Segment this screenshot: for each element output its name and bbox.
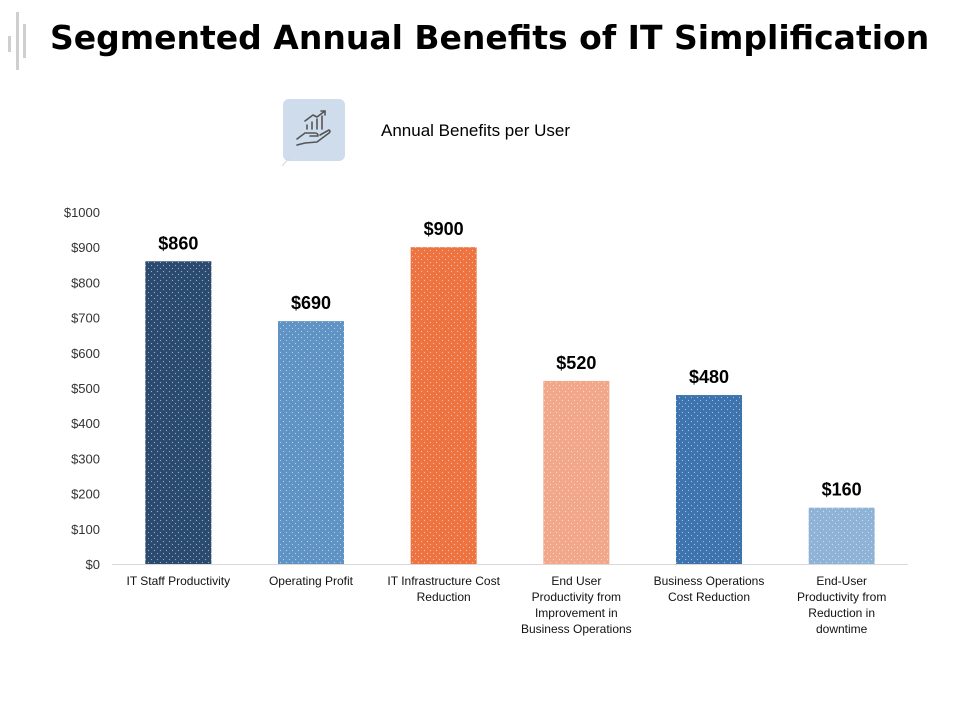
y-tick-label: $0 (86, 557, 100, 572)
y-tick-label: $100 (71, 522, 100, 537)
y-tick-label: $300 (71, 451, 100, 466)
category-label: IT Staff Productivity (127, 574, 231, 588)
category-label: End-User Productivity from Reduction in dow… (797, 574, 886, 636)
data-label: $520 (556, 353, 596, 373)
bar (676, 395, 742, 564)
data-label: $160 (822, 480, 862, 500)
y-tick-label: $700 (71, 311, 100, 326)
y-tick-label: $400 (71, 416, 100, 431)
category-label: End User Productivity from Improvement in B… (521, 574, 632, 636)
y-tick-label: $500 (71, 381, 100, 396)
y-tick-label: $1000 (64, 205, 100, 220)
data-label: $900 (424, 219, 464, 239)
decorative-bars (8, 12, 28, 72)
y-tick-label: $900 (71, 240, 100, 255)
icon-connector-line (281, 155, 292, 167)
category-label: Operating Profit (269, 574, 354, 588)
bar (808, 507, 875, 564)
page-title: Segmented Annual Benefits of IT Simplifi… (50, 18, 930, 57)
hand-growth-chart-icon (296, 110, 331, 146)
category-label: IT Infrastructure Cost Reduction (387, 574, 500, 604)
icon-badge (283, 99, 345, 161)
bar (145, 261, 212, 564)
y-tick-label: $200 (71, 487, 100, 502)
bar (278, 321, 344, 564)
data-label: $690 (291, 293, 331, 313)
bar (410, 247, 477, 564)
data-label: $860 (158, 233, 198, 253)
y-tick-label: $800 (71, 275, 100, 290)
bar (543, 380, 610, 564)
chart-subtitle: Annual Benefits per User (381, 121, 570, 140)
category-label: Business Operations Cost Reduction (654, 574, 765, 604)
data-label: $480 (689, 367, 729, 387)
y-tick-label: $600 (71, 346, 100, 361)
